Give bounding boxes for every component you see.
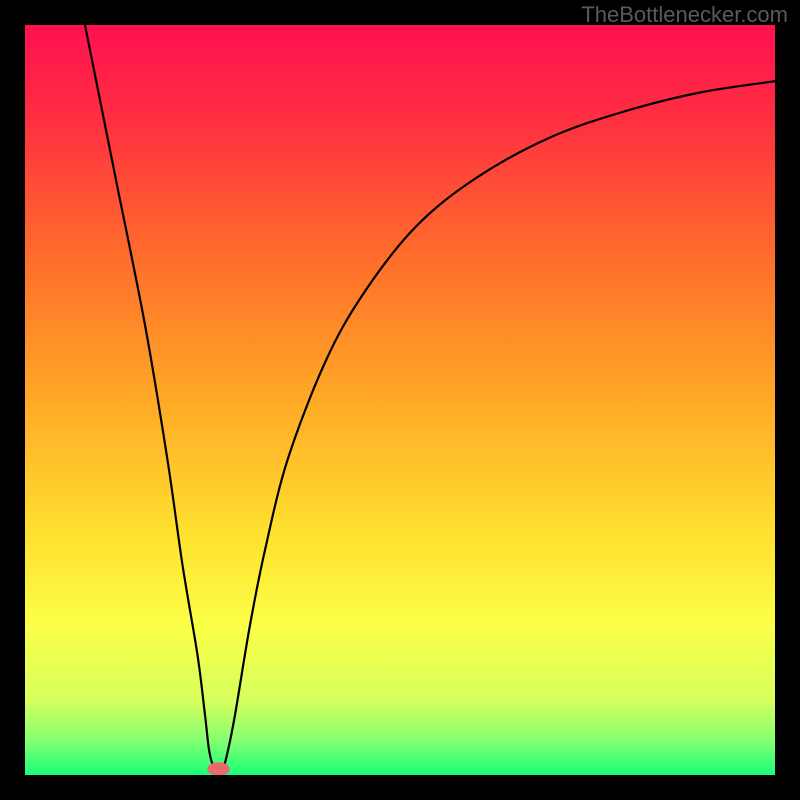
- plot-svg: [25, 25, 775, 775]
- chart-container: TheBottlenecker.com: [0, 0, 800, 800]
- watermark-text: TheBottlenecker.com: [581, 2, 788, 28]
- gradient-background: [25, 25, 775, 775]
- plot-area: [25, 25, 775, 775]
